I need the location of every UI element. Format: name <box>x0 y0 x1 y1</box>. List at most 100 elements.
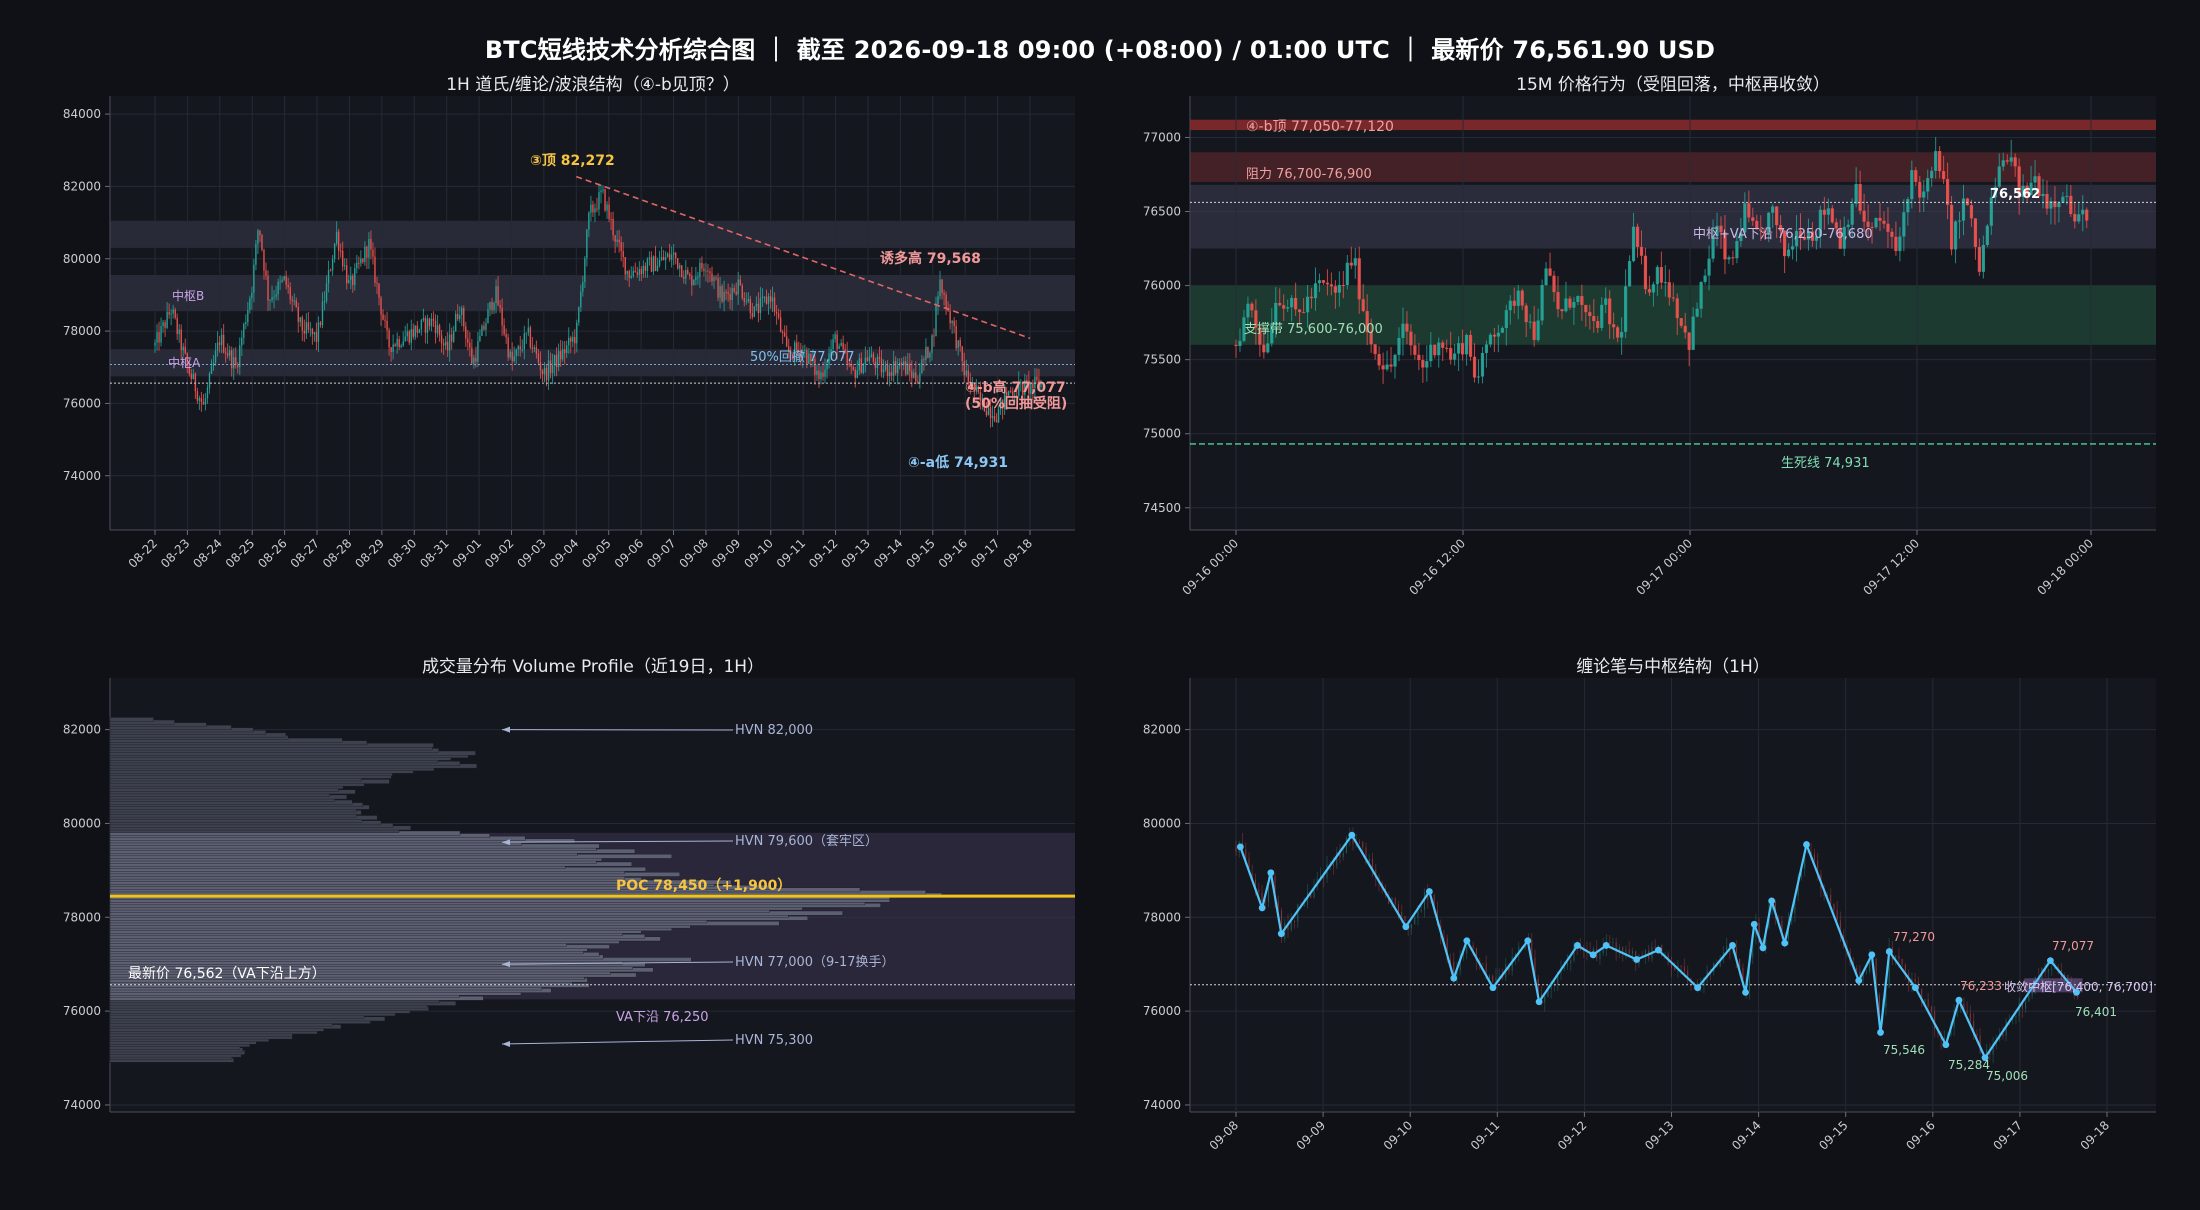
wave-candle-body <box>610 218 612 220</box>
pens-candle-body <box>1680 965 1682 967</box>
wave-candle-body <box>838 346 840 349</box>
wave-candle-body <box>965 370 967 376</box>
m15-candle-body <box>1480 352 1485 377</box>
pens-vertex <box>1489 984 1497 992</box>
wave-candle-body <box>995 420 998 423</box>
pens-candle-body <box>1446 938 1448 960</box>
wave-candle-body <box>212 362 215 367</box>
wave-candle-body <box>648 257 651 260</box>
pens-candle-body <box>1235 846 1237 853</box>
wave-candle-body <box>269 300 271 302</box>
wave-xtick-label: 08-30 <box>385 536 420 571</box>
wave-candle-body <box>828 353 830 365</box>
pens-candle-body <box>1456 970 1458 977</box>
wave-candle-body <box>977 386 980 393</box>
wave-candle-body <box>430 318 433 327</box>
pens-candle-body <box>1628 949 1630 954</box>
wave-candle-body <box>319 322 322 326</box>
vp-hvn4-arrowhead <box>502 1040 510 1047</box>
wave-candle-body <box>230 350 233 369</box>
wave-candle-body <box>206 387 209 399</box>
wave-candle-body <box>658 259 661 266</box>
wave-candle-body <box>257 230 259 244</box>
wave-candle-body <box>876 356 879 369</box>
pens-candle-body <box>1791 913 1793 922</box>
wave-candle-body <box>709 271 711 274</box>
wave-candle-body <box>301 317 304 331</box>
wave-candle-body <box>804 349 806 351</box>
wave-candle-body <box>685 269 687 279</box>
wave-candle-body <box>501 307 503 326</box>
m15-candle-body <box>1838 228 1842 249</box>
m15-ytick-label: 76500 <box>1143 205 1181 219</box>
wave-candle-body <box>604 189 606 211</box>
wave-candle-body <box>553 354 556 366</box>
m15-candle-body <box>1878 217 1882 221</box>
wave-candle-body <box>261 235 263 251</box>
m15-candle-body <box>1711 236 1715 259</box>
wave-candle-body <box>485 323 487 330</box>
wave-candle-body <box>911 370 913 378</box>
m15-candle-body <box>1365 311 1369 333</box>
wave-candle-body <box>779 317 782 333</box>
wave-candle-body <box>1014 395 1016 397</box>
m15-candle-body <box>1842 226 1846 249</box>
m15-candle-body <box>1413 345 1417 355</box>
wave-candle-body <box>967 370 969 382</box>
wave-candle-body <box>598 192 600 210</box>
wave-candle-body <box>596 208 598 210</box>
wave-candle-body <box>406 331 408 337</box>
m15-candle-body <box>2001 160 2005 167</box>
pens-candle-body <box>1674 967 1676 970</box>
m15-candle-body <box>1353 258 1357 266</box>
wave-candle-body <box>676 258 679 269</box>
wave-candle-body <box>273 296 275 298</box>
m15-candle-body <box>1938 151 1942 172</box>
wave-candle-body <box>765 296 768 304</box>
wave-candle-body <box>949 310 951 324</box>
pens-candle-body <box>1592 948 1595 954</box>
wave-candle-body <box>247 309 249 323</box>
m15-candle-body <box>1969 205 1974 219</box>
wave-candle-body <box>608 204 610 219</box>
vp-hvn3-label: HVN 77,000（9-17换手） <box>735 955 895 970</box>
pens-candle-body <box>1358 842 1361 844</box>
wave-candle-body <box>775 311 778 314</box>
wave-candle-body <box>681 265 683 277</box>
vp-va-low-label: VA下沿 76,250 <box>616 1010 709 1025</box>
wave-candle-body <box>420 319 423 330</box>
wave-candle-body <box>321 301 324 326</box>
wave-candle-body <box>896 365 899 374</box>
wave-candle-body <box>697 276 699 278</box>
m15-candle-body <box>1286 307 1290 309</box>
pens-candle-body <box>1427 892 1429 900</box>
m15-candle-body <box>1298 309 1302 313</box>
m15-candle-body <box>1250 303 1254 311</box>
pens-candle-body <box>1245 849 1247 859</box>
wave-candle-body <box>1030 382 1032 394</box>
pens-candle-body <box>2021 1003 2023 1009</box>
m15-candle-body <box>1747 203 1751 218</box>
m15-candle-body <box>1349 262 1353 266</box>
wave-candle-body <box>981 398 984 401</box>
m15-candle-body <box>2029 182 2033 195</box>
wave-candle-body <box>634 270 637 273</box>
pens-candle-body <box>1433 894 1435 911</box>
wave-fib50-label: 50%回撤 77,077 <box>750 349 855 365</box>
wave-candle-body <box>662 257 665 261</box>
m15-candle-body <box>1385 364 1389 370</box>
wave-candle-body <box>850 365 852 367</box>
wave-candle-body <box>339 250 342 252</box>
wave-candle-body <box>632 270 634 277</box>
wave-candle-body <box>226 353 229 356</box>
wave-candle-body <box>515 349 517 357</box>
wave-candle-body <box>483 325 485 330</box>
wave-candle-body <box>937 296 939 305</box>
m15-candle-body <box>1794 230 1799 247</box>
m15-candle-body <box>1246 303 1250 318</box>
wave-candle-body <box>529 327 532 348</box>
wave-candle-body <box>505 334 507 338</box>
pens-candle-body <box>1511 956 1513 971</box>
wave-candle-body <box>188 365 191 374</box>
m15-candle-body <box>1647 289 1652 293</box>
